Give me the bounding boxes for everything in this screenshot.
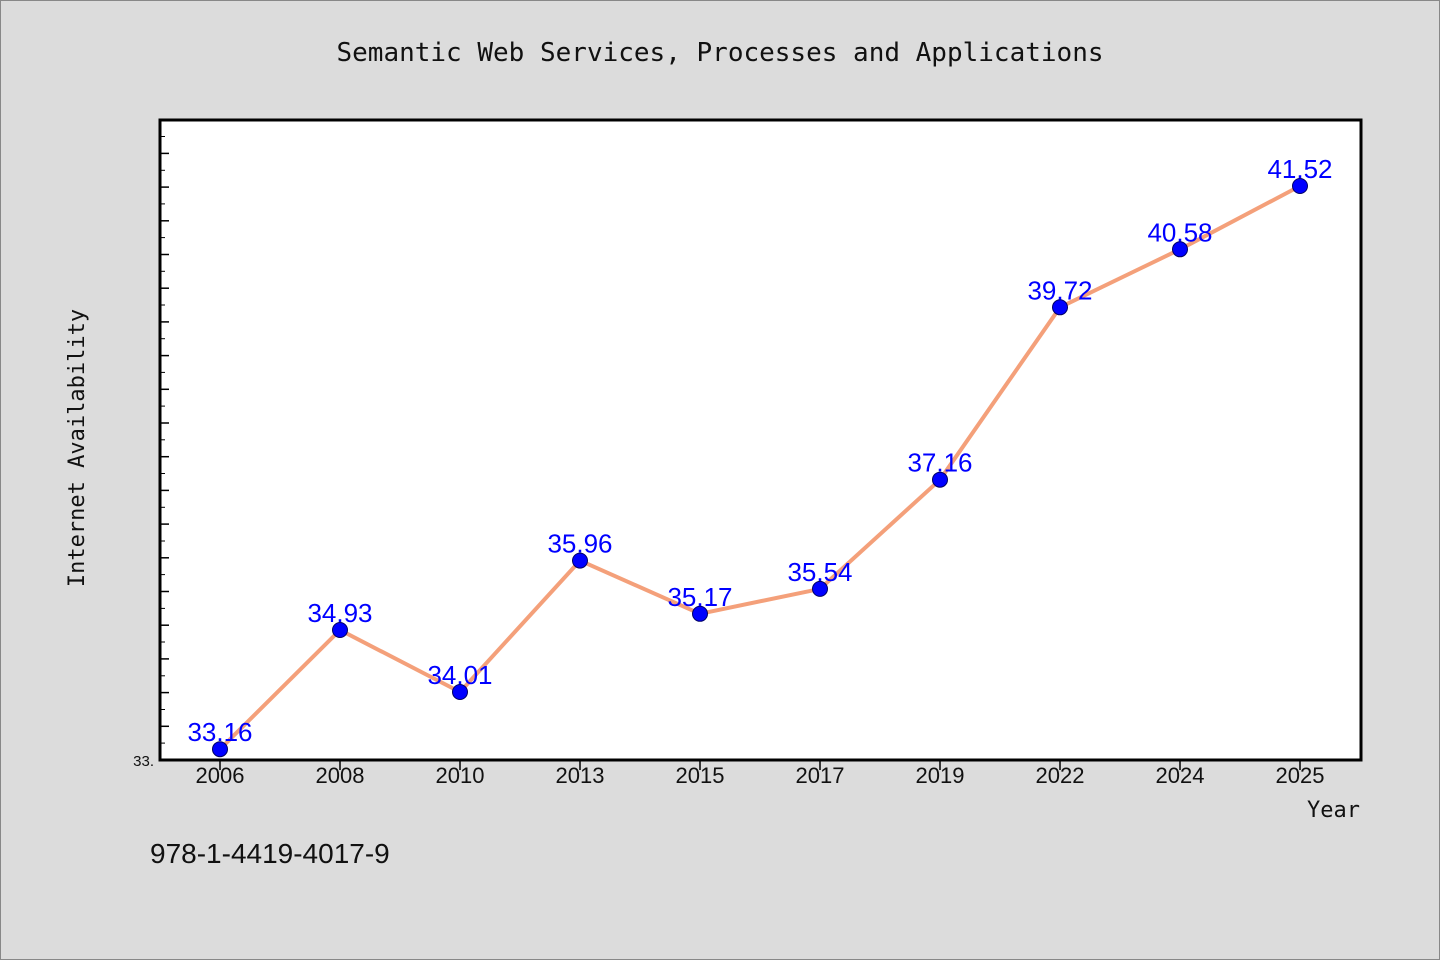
data-point — [932, 471, 948, 488]
x-tick-label: 2010 — [436, 763, 485, 788]
isbn-footer: 978-1-4419-4017-9 — [150, 838, 390, 869]
plot-frame — [158, 118, 1363, 762]
data-label: 35.54 — [787, 557, 852, 587]
x-axis-title: Year — [1307, 798, 1360, 823]
data-point — [452, 684, 468, 700]
series-markers — [212, 178, 1308, 758]
data-point — [1052, 299, 1068, 316]
data-labels: 33.16 34.93 34.01 35.96 35.17 35.54 37.16 39.72… — [187, 154, 1332, 747]
x-tick-label: 2013 — [556, 763, 605, 788]
y-tick-label-min: 33. — [133, 753, 154, 770]
x-tick-label: 2015 — [676, 763, 725, 788]
x-tick-label: 2006 — [196, 763, 245, 788]
x-tick-label: 2008 — [316, 763, 365, 788]
data-point — [812, 580, 828, 597]
data-point — [332, 622, 348, 638]
data-label: 33.16 — [187, 717, 252, 747]
y-axis-title: Internet Availability — [65, 309, 90, 587]
data-point — [572, 552, 588, 569]
data-point — [212, 741, 228, 758]
data-label: 35.96 — [547, 529, 612, 559]
x-tick-label: 2022 — [1036, 763, 1085, 788]
x-tick-label: 2024 — [1156, 763, 1205, 788]
x-tick-label: 2025 — [1276, 763, 1325, 788]
chart-title: Semantic Web Services, Processes and App… — [336, 38, 1103, 68]
data-label: 40.58 — [1147, 217, 1212, 247]
data-label: 37.16 — [907, 448, 972, 478]
data-point — [692, 605, 708, 622]
x-tick-labels: 2006 2008 2010 2013 2015 2017 2019 2022 2024 2025 — [196, 760, 1325, 788]
series-line-layer — [218, 184, 1302, 752]
data-label: 41.52 — [1267, 154, 1332, 184]
x-tick-label: 2019 — [916, 763, 965, 788]
x-tick-label: 2017 — [796, 763, 845, 788]
series-line — [218, 184, 1302, 752]
data-point — [1172, 241, 1188, 258]
data-label: 34.01 — [427, 660, 492, 690]
data-point — [1292, 178, 1308, 194]
data-label: 35.17 — [667, 582, 732, 612]
plot-area — [160, 120, 1361, 760]
data-label: 34.93 — [307, 598, 372, 628]
data-label: 39.72 — [1027, 275, 1092, 305]
